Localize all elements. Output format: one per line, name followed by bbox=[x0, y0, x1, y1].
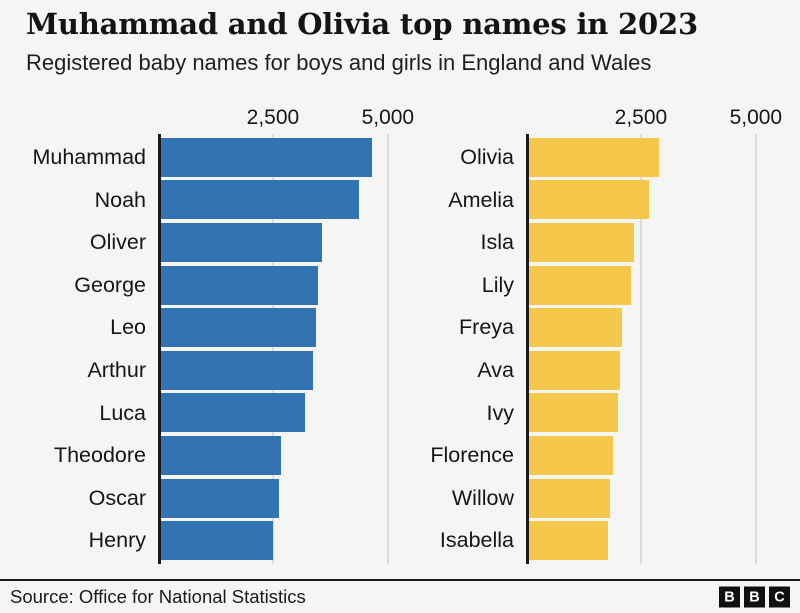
bar-george bbox=[158, 265, 319, 305]
bbc-logo: B B C bbox=[719, 586, 790, 608]
x-axis-tick-label: 2,500 bbox=[614, 106, 668, 129]
bar-isla bbox=[526, 222, 634, 262]
bbc-logo-letter: C bbox=[769, 586, 790, 608]
bar-willow bbox=[526, 478, 611, 518]
category-label: Willow bbox=[451, 485, 514, 510]
bar-row bbox=[526, 136, 794, 179]
category-label: Amelia bbox=[448, 187, 514, 212]
category-label: Freya bbox=[459, 315, 514, 340]
category-label: Florence bbox=[430, 443, 514, 468]
bar-freya bbox=[526, 308, 622, 348]
bar-row bbox=[526, 306, 794, 349]
x-axis-tick-label: 2,500 bbox=[246, 106, 300, 129]
category-label: Isabella bbox=[439, 528, 514, 553]
boys-bar-chart: 2,500 5,000 Muhammad Noah Oliver George Leo Ar… bbox=[12, 96, 426, 570]
category-label: Lily bbox=[481, 272, 514, 297]
bar-isabella bbox=[526, 521, 609, 561]
bar-row bbox=[158, 434, 426, 477]
category-label: Olivia bbox=[460, 145, 514, 169]
bar-row bbox=[158, 306, 426, 349]
category-label: Arthur bbox=[87, 357, 146, 382]
bar-arthur bbox=[158, 350, 314, 390]
category-label: Leo bbox=[110, 315, 146, 340]
bbc-logo-letter: B bbox=[719, 586, 740, 608]
bar-row bbox=[158, 264, 426, 307]
bar-row bbox=[158, 221, 426, 264]
category-label: Isla bbox=[480, 230, 514, 255]
category-label: Luca bbox=[99, 400, 146, 425]
category-label: Ava bbox=[477, 357, 514, 382]
bar-lily bbox=[526, 265, 631, 305]
boys-y-axis-line bbox=[158, 134, 161, 564]
bar-oliver bbox=[158, 222, 322, 262]
boys-category-labels: Muhammad Noah Oliver George Leo Arthur Luca The… bbox=[12, 136, 146, 562]
bar-row bbox=[526, 519, 794, 562]
bar-henry bbox=[158, 521, 273, 561]
girls-bar-chart: 2,500 5,000 Olivia Amelia Isla Lily Freya Ava I… bbox=[380, 96, 794, 570]
bar-oscar bbox=[158, 478, 279, 518]
bar-row bbox=[526, 264, 794, 307]
category-label: Muhammad bbox=[32, 145, 146, 169]
bar-row bbox=[526, 349, 794, 392]
footer: Source: Office for National Statistics B… bbox=[0, 579, 800, 613]
x-axis-tick-label: 5,000 bbox=[361, 106, 415, 129]
chart-title: Muhammad and Olivia top names in 2023 bbox=[26, 7, 698, 41]
bar-row bbox=[158, 477, 426, 520]
girls-x-axis-tick-row: 2,500 5,000 bbox=[526, 96, 794, 136]
bar-amelia bbox=[526, 180, 649, 220]
category-label: Noah bbox=[94, 187, 146, 212]
bar-row bbox=[526, 221, 794, 264]
bar-theodore bbox=[158, 435, 282, 475]
bar-muhammad bbox=[158, 137, 373, 177]
bar-row bbox=[158, 349, 426, 392]
gridline bbox=[639, 134, 642, 564]
bar-row bbox=[158, 519, 426, 562]
bar-row bbox=[526, 434, 794, 477]
source-text: Source: Office for National Statistics bbox=[10, 586, 306, 607]
bar-leo bbox=[158, 308, 316, 348]
bar-noah bbox=[158, 180, 360, 220]
x-axis-tick-label: 5,000 bbox=[729, 106, 783, 129]
chart-subtitle: Registered baby names for boys and girls… bbox=[26, 50, 652, 75]
gridline bbox=[271, 134, 274, 564]
bar-row bbox=[526, 477, 794, 520]
girls-category-labels: Olivia Amelia Isla Lily Freya Ava Ivy Florence W… bbox=[380, 136, 514, 562]
bar-row bbox=[158, 392, 426, 435]
boys-plot-area bbox=[158, 134, 426, 564]
girls-plot-area bbox=[526, 134, 794, 564]
bar-olivia bbox=[526, 137, 660, 177]
bbc-logo-letter: B bbox=[744, 586, 765, 608]
gridline bbox=[386, 134, 389, 564]
category-label: Oscar bbox=[88, 485, 146, 510]
bar-row bbox=[526, 392, 794, 435]
category-label: Henry bbox=[88, 528, 146, 553]
category-label: George bbox=[74, 272, 146, 297]
bar-florence bbox=[526, 435, 614, 475]
girls-y-axis-line bbox=[526, 134, 529, 564]
category-label: Theodore bbox=[53, 443, 146, 468]
bar-row bbox=[158, 136, 426, 179]
bar-row bbox=[526, 179, 794, 222]
gridline bbox=[754, 134, 757, 564]
category-label: Ivy bbox=[486, 400, 514, 425]
bar-ivy bbox=[526, 393, 618, 433]
bar-ava bbox=[526, 350, 621, 390]
bar-row bbox=[158, 179, 426, 222]
boys-x-axis-tick-row: 2,500 5,000 bbox=[158, 96, 426, 136]
bar-luca bbox=[158, 393, 305, 433]
category-label: Oliver bbox=[89, 230, 146, 255]
